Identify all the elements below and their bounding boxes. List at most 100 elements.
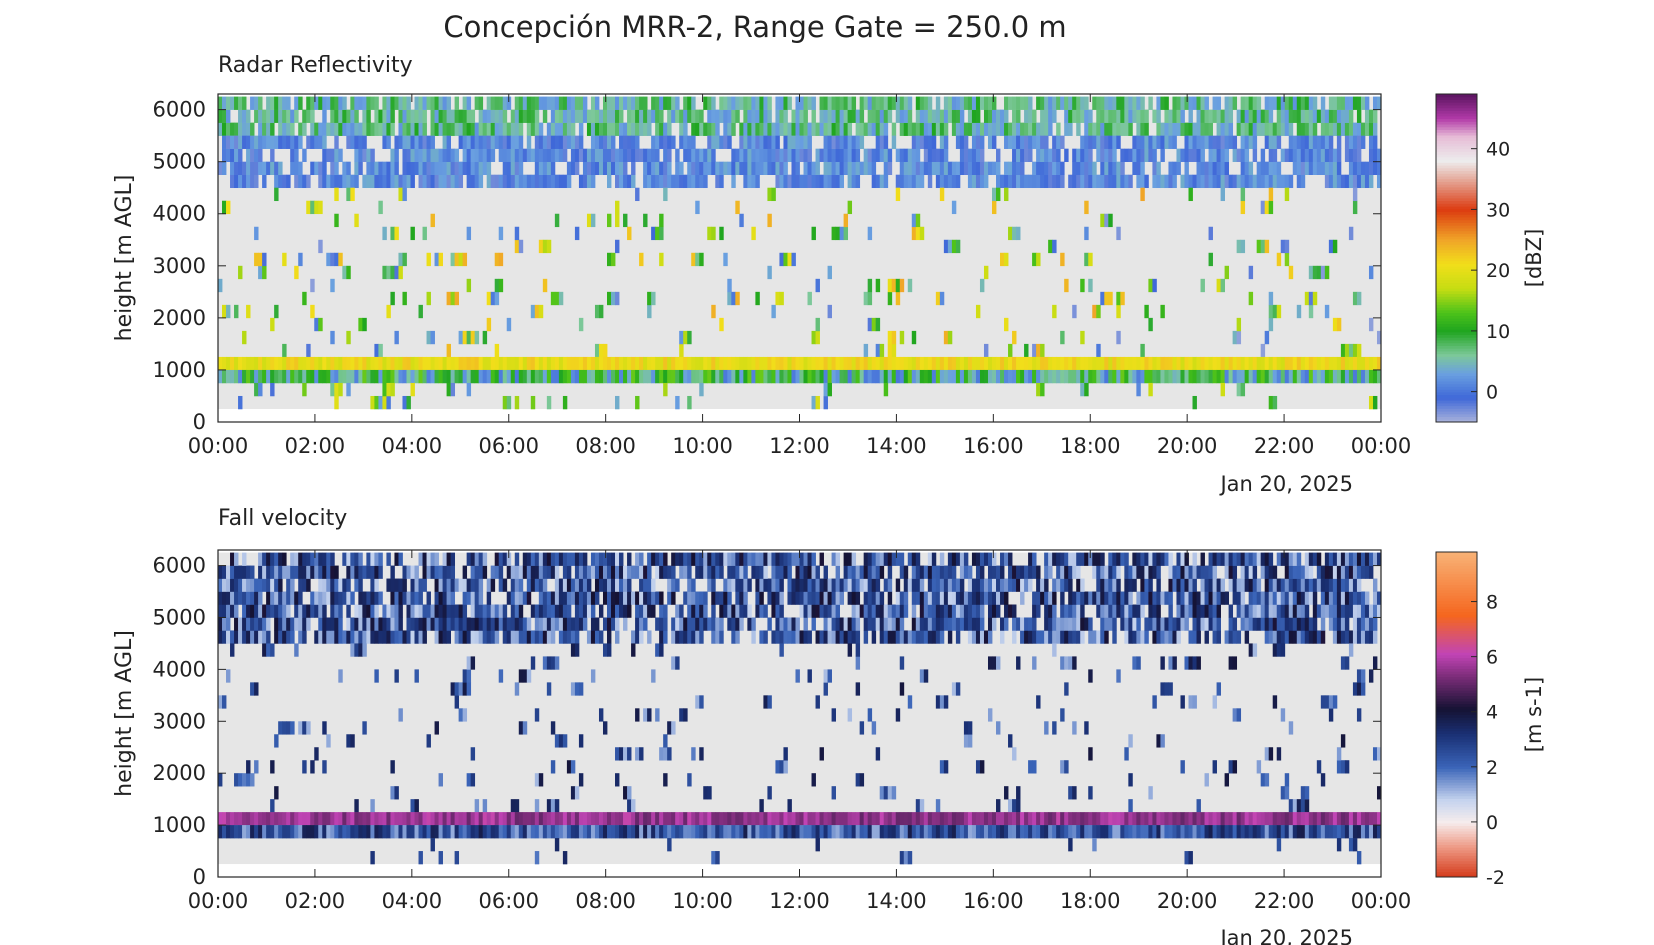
heatmap-cell (819, 630, 824, 644)
heatmap-cell (899, 330, 905, 345)
heatmap-cell (422, 96, 427, 110)
heatmap-cell (1368, 617, 1374, 631)
heatmap-cell (410, 174, 415, 189)
heatmap-cell (711, 578, 716, 592)
heatmap-cell (222, 148, 227, 162)
heatmap-cell (883, 382, 889, 397)
heatmap-cell (366, 552, 371, 566)
heatmap-cell (631, 122, 636, 136)
heatmap-cell (1360, 96, 1366, 110)
heatmap-cell (1196, 630, 1201, 644)
heatmap-cell (1012, 161, 1017, 175)
heatmap-cell (598, 604, 604, 618)
heatmap-cell (1352, 122, 1358, 136)
heatmap-cell (1156, 122, 1161, 136)
heatmap-cell (867, 291, 873, 306)
heatmap-cell (647, 356, 652, 371)
heatmap-cell (1356, 161, 1362, 175)
heatmap-cell (1188, 148, 1193, 162)
heatmap-cell (218, 604, 223, 618)
heatmap-cell (1236, 369, 1242, 384)
heatmap-cell (931, 552, 937, 566)
heatmap-cell (578, 773, 584, 787)
heatmap-cell (506, 369, 512, 384)
heatmap-cell (470, 135, 476, 149)
heatmap-cell (1180, 604, 1185, 618)
heatmap-cell (623, 96, 628, 110)
heatmap-cell (915, 356, 921, 371)
heatmap-cell (342, 122, 347, 136)
heatmap-cell (847, 161, 853, 175)
heatmap-cell (326, 122, 331, 136)
heatmap-cell (330, 122, 335, 136)
heatmap-cell (414, 591, 419, 605)
heatmap-cell (270, 552, 275, 566)
heatmap-cell (971, 630, 977, 644)
heatmap-cell (1200, 356, 1205, 371)
heatmap-cell (735, 369, 740, 384)
heatmap-cell (743, 578, 748, 592)
heatmap-cell (947, 552, 953, 566)
heatmap-cell (370, 395, 375, 410)
heatmap-cell (278, 591, 283, 605)
heatmap-cell (627, 226, 632, 241)
heatmap-cell (875, 591, 881, 605)
heatmap-cell (242, 565, 247, 579)
heatmap-cell (250, 122, 255, 136)
heatmap-cell (262, 565, 267, 579)
heatmap-cell (562, 617, 568, 631)
heatmap-cell (1240, 109, 1246, 123)
heatmap-cell (402, 291, 407, 306)
heatmap-cell (334, 812, 339, 826)
heatmap-cell (683, 617, 688, 631)
heatmap-cell (298, 617, 303, 631)
heatmap-cell (250, 135, 255, 149)
heatmap-cell (1312, 369, 1318, 384)
heatmap-cell (1240, 617, 1246, 631)
x-tick-label: 12:00 (769, 434, 830, 458)
heatmap-cell (1328, 96, 1334, 110)
heatmap-cell (907, 96, 913, 110)
heatmap-cell (819, 122, 824, 136)
heatmap-cell (627, 565, 632, 579)
heatmap-cell (470, 552, 476, 566)
heatmap-cell (494, 552, 500, 566)
heatmap-cell (270, 799, 275, 813)
heatmap-cell (1168, 630, 1173, 644)
heatmap-cell (1308, 109, 1314, 123)
heatmap-cell (1128, 617, 1133, 631)
heatmap-cell (474, 330, 480, 345)
heatmap-cell (827, 669, 832, 683)
heatmap-cell (530, 174, 536, 189)
heatmap-cell (703, 591, 708, 605)
heatmap-cell (1148, 382, 1153, 397)
heatmap-cell (787, 148, 792, 162)
heatmap-cell (827, 617, 832, 631)
heatmap-cell (751, 552, 756, 566)
heatmap-cell (1252, 135, 1258, 149)
heatmap-cell (1356, 708, 1362, 722)
heatmap-cell (971, 135, 977, 149)
heatmap-cell (534, 369, 540, 384)
heatmap-cell (594, 135, 600, 149)
heatmap-cell (871, 617, 877, 631)
heatmap-cell (406, 356, 411, 371)
heatmap-cell (594, 630, 600, 644)
heatmap-cell (935, 148, 941, 162)
heatmap-cell (1252, 552, 1258, 566)
heatmap-cell (927, 174, 933, 189)
heatmap-cell (823, 604, 828, 618)
heatmap-fall-velocity (218, 552, 1382, 865)
heatmap-cell (1160, 617, 1165, 631)
colorbar-segment (1436, 400, 1477, 404)
heatmap-cell (302, 552, 307, 566)
heatmap-cell (1352, 682, 1358, 696)
heatmap-cell (422, 369, 427, 384)
heatmap-cell (727, 356, 732, 371)
heatmap-cell (594, 552, 600, 566)
heatmap-cell (282, 343, 287, 358)
heatmap-cell (1272, 304, 1278, 319)
heatmap-cell (1016, 786, 1021, 800)
heatmap-cell (987, 109, 993, 123)
heatmap-cell (466, 96, 472, 110)
